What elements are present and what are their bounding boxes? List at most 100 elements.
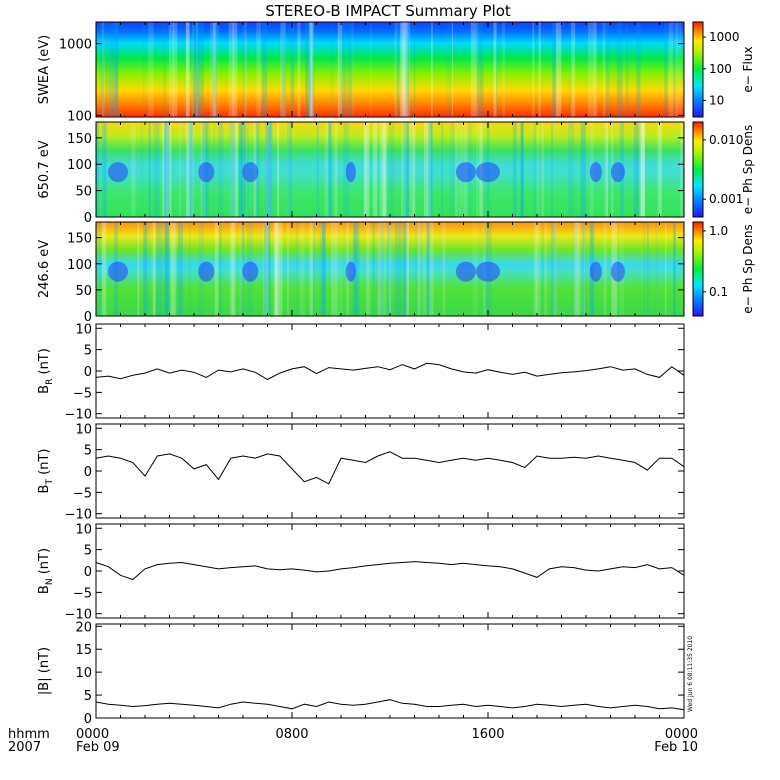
br-ylabel-unit: (nT) (37, 348, 52, 378)
pad650-stripe (186, 122, 191, 217)
run-timestamp: Wed Jun 6 08:11:35 2010 (687, 636, 694, 712)
swea-stripe (405, 22, 410, 117)
swea-stripe (502, 22, 506, 117)
pad246-stripe (263, 222, 269, 316)
pad246-stripe (397, 222, 402, 316)
pad650-stripe (604, 122, 608, 217)
swea-stripe (397, 22, 403, 117)
br-ylabel: BR (nT) (37, 348, 55, 394)
pad650-stripe (580, 122, 586, 217)
pad650-blob (610, 162, 625, 183)
swea-colorbar-label: e− Flux (741, 46, 755, 92)
pad650-stripe (533, 122, 536, 217)
pad246-stripe (388, 222, 391, 316)
date-label: Feb 10 (654, 740, 698, 755)
pad650-stripe (551, 122, 553, 217)
pad246-stripe (533, 222, 538, 316)
pad650-colorbar-ticklabel: 0.010 (709, 133, 743, 147)
pad246-stripe (378, 222, 385, 316)
swea-stripe (100, 22, 104, 117)
swea-stripe (402, 22, 407, 117)
swea-stripe (479, 22, 482, 117)
swea-stripe (616, 22, 623, 117)
bn-series-line (95, 561, 685, 581)
swea-stripe (261, 22, 268, 117)
swea-stripe (405, 22, 411, 117)
pad246-stripe (287, 222, 289, 316)
pad246-stripe (673, 222, 676, 316)
bt-yticklabel: −10 (65, 508, 92, 523)
pad650-colorbar-ticklabel: 0.001 (709, 192, 743, 206)
pad650-stripe (541, 122, 544, 217)
br-yticklabel: 5 (84, 344, 92, 359)
swea-stripe (195, 22, 201, 117)
bt-ylabel-unit: (nT) (37, 449, 52, 479)
pad650-pitch-blobs (108, 162, 625, 183)
pad650-stripe (412, 122, 416, 217)
pad246-stripe (381, 222, 386, 316)
pad650-stripe (153, 122, 160, 217)
pad246-heatmap-field (96, 222, 684, 316)
swea-stripe (256, 22, 261, 117)
bt-yticklabel: 5 (84, 444, 92, 459)
pad650-stripe (166, 122, 172, 217)
bt-yticklabel: 10 (75, 422, 92, 437)
swea-stripe (173, 22, 178, 117)
pad650-stripe (324, 122, 330, 217)
swea-stripe (305, 22, 311, 117)
bn-yticklabel: 0 (84, 565, 92, 580)
swea-stripe (330, 22, 334, 117)
swea-stripe (431, 22, 433, 117)
pad246-stripe (277, 222, 283, 316)
pad650-stripe (401, 122, 406, 217)
pad650-stripe (229, 122, 235, 217)
swea-stripe (281, 22, 286, 117)
swea-colorbar-ticklabel: 10 (709, 93, 724, 107)
pad650-stripe (363, 122, 370, 217)
time-label: 0000 (665, 727, 698, 742)
swea-stripe (552, 22, 557, 117)
swea-stripe (339, 22, 342, 117)
pad650-stripe (403, 122, 406, 217)
pad650-stripe (426, 122, 432, 217)
pad246-stripe (655, 222, 657, 316)
pad246-stripe (417, 222, 421, 316)
pad246-yticklabel: 50 (75, 284, 92, 299)
pad246-stripe (266, 222, 268, 316)
pad650-stripe (568, 122, 575, 217)
swea-stripe (446, 22, 452, 117)
pad650-stripe (187, 122, 193, 217)
pad246-stripe (576, 222, 582, 316)
pad246-stripe (189, 222, 191, 316)
pad650-stripe (287, 122, 292, 217)
pad650-stripe (190, 122, 194, 217)
pad650-stripe (520, 122, 524, 217)
pad650-yticklabel: 50 (75, 185, 92, 200)
pad246-colorbar-ticklabel: 1.0 (709, 224, 728, 238)
pad650-stripe (428, 122, 433, 217)
pad650-colorbar (692, 121, 704, 218)
swea-stripe (309, 22, 314, 117)
swea-stripe (212, 22, 218, 117)
pad246-stripe (406, 222, 409, 316)
pad246-stripe (442, 222, 446, 316)
swea-stripe (113, 22, 119, 117)
panel-bmag: 0 5 10 15 20 |B| (nT) (37, 620, 685, 727)
swea-colorbar (692, 21, 704, 118)
pad246-stripe (583, 222, 585, 316)
pad650-stripe (633, 122, 638, 217)
pad246-stripe (156, 222, 162, 316)
pad246-stripe (96, 222, 99, 316)
pad650-stripe (373, 122, 378, 217)
pad650-stripe (537, 122, 540, 217)
pad246-stripe (214, 222, 219, 316)
swea-colorbar-ticklabel: 100 (709, 62, 732, 76)
pad246-stripe (274, 222, 277, 316)
pad246-blob (345, 261, 356, 282)
pad650-yticklabel: 0 (84, 211, 92, 226)
swea-stripe (470, 22, 477, 117)
swea-stripe (493, 22, 497, 117)
bmag-yticklabel: 20 (75, 620, 92, 635)
bt-yticklabel: −5 (73, 486, 92, 501)
